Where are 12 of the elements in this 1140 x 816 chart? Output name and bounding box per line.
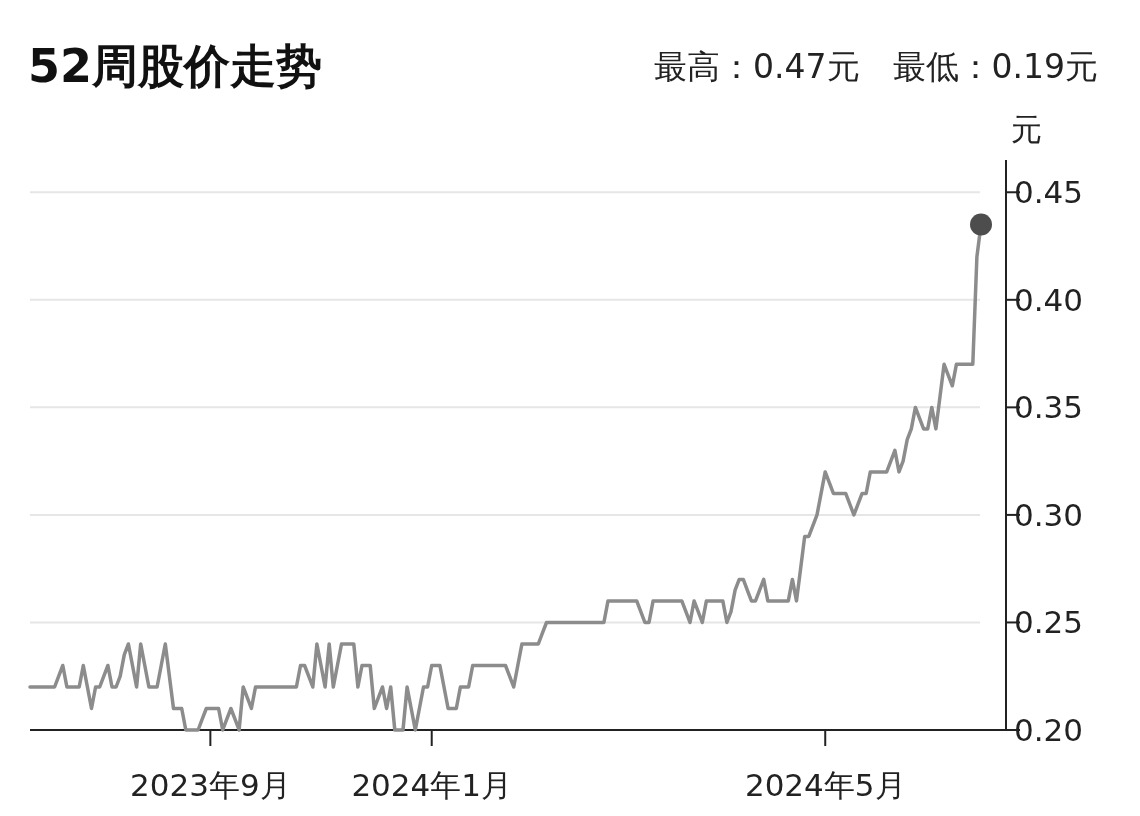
y-tick-label: 0.25: [1014, 604, 1084, 641]
chart-subtitle: 最高：0.47元 最低：0.19元: [654, 47, 1098, 86]
x-tick-label: 2024年1月: [351, 767, 513, 803]
chart-title: 52周股价走势: [28, 39, 323, 93]
y-tick-label: 0.30: [1014, 496, 1084, 533]
y-axis-title: 元: [1010, 111, 1042, 147]
x-tick-label: 2023年9月: [130, 767, 291, 803]
y-tick-label: 0.40: [1014, 281, 1084, 318]
y-tick-label: 0.20: [1014, 712, 1084, 748]
y-tick-label: 0.45: [1014, 174, 1084, 211]
y-tick-label: 0.35: [1014, 389, 1084, 426]
x-tick-label: 2024年5月: [744, 767, 906, 803]
